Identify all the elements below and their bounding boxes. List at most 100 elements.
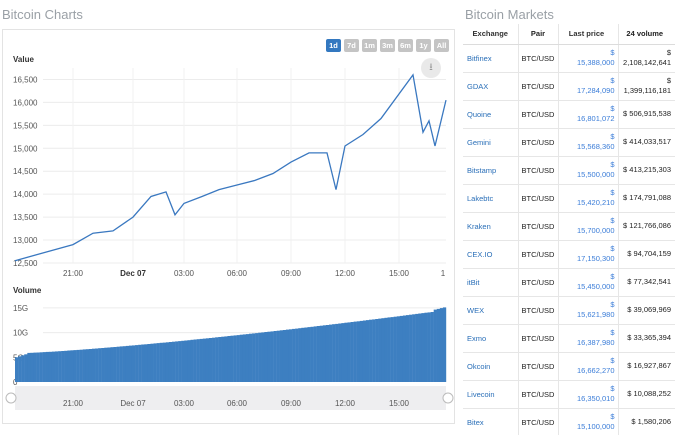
col-header-exchange[interactable]: Exchange	[463, 24, 518, 45]
range-button-1m[interactable]: 1m	[362, 39, 377, 52]
volume-bar	[427, 312, 431, 382]
range-button-1d[interactable]: 1d	[326, 39, 341, 52]
market-cell: BTC/USD	[517, 100, 558, 129]
last-price: 17,284,090	[576, 86, 615, 95]
y-tick-label: 13,500	[13, 213, 38, 222]
y-tick-label: 14,000	[13, 190, 38, 199]
market-cell: $15,100,000	[557, 408, 618, 435]
exchange-link[interactable]: Gemini	[467, 137, 491, 147]
col-header-last-price[interactable]: Last price	[557, 24, 618, 45]
exchange-link[interactable]: itBit	[467, 277, 480, 287]
exchange-link[interactable]: Okcoin	[467, 361, 491, 371]
volume-bar	[178, 341, 182, 382]
exchange-link[interactable]: Bitstamp	[467, 165, 497, 175]
volume-bar	[409, 314, 413, 382]
volume-bar	[162, 342, 167, 382]
volume-bar	[421, 313, 425, 382]
price-currency: $	[610, 132, 615, 141]
exchange-link[interactable]: GDAX	[467, 81, 489, 91]
volume-bar	[285, 329, 290, 382]
volume-bar	[418, 313, 422, 382]
range-button-all[interactable]: All	[434, 39, 449, 52]
volume-bar	[144, 344, 148, 382]
volume-bar	[107, 347, 111, 382]
price-currency: $	[610, 244, 615, 253]
exchange-link[interactable]: Livecoin	[467, 389, 495, 399]
market-cell: $17,284,090	[557, 72, 618, 101]
volume-bar	[101, 348, 105, 382]
range-button-1y[interactable]: 1y	[416, 39, 431, 52]
volume-bar	[138, 344, 142, 382]
x-tick-label: 1	[441, 269, 446, 278]
volume-bar	[332, 324, 336, 382]
volume-bar	[319, 325, 324, 382]
volume-bar	[15, 357, 19, 382]
volume-bar	[227, 336, 231, 382]
range-button-7d[interactable]: 7d	[344, 39, 359, 52]
volume-bar	[359, 320, 364, 382]
volume-bar	[21, 355, 25, 382]
navigator-tick-label: 09:00	[281, 399, 302, 408]
volume-bar	[442, 307, 447, 382]
volume-bar	[208, 338, 213, 382]
exchange-link[interactable]: Quoine	[467, 109, 492, 119]
volume-bar	[399, 315, 404, 382]
exchange-link[interactable]: CEX.IO	[467, 249, 493, 259]
col-header-pair[interactable]: Pair	[517, 24, 558, 45]
volume-value: 121,766,086	[629, 221, 671, 230]
volume-bar	[270, 331, 274, 382]
price-currency: $	[610, 76, 615, 85]
price-currency: $	[610, 160, 615, 169]
volume-bar	[239, 334, 244, 382]
price-currency: $	[610, 48, 615, 57]
volume-bar	[61, 351, 65, 382]
volume-bar	[153, 343, 157, 382]
download-icon[interactable]: ⭳	[421, 58, 441, 78]
market-cell: BTC/USD	[517, 128, 558, 157]
market-cell: BTC/USD	[517, 408, 558, 435]
price-currency: $	[610, 104, 615, 113]
volume-bar	[396, 316, 401, 382]
volume-bar	[131, 345, 136, 382]
volume-value: 10,088,252	[633, 389, 671, 398]
volume-bar	[424, 312, 428, 382]
volume-currency: $	[623, 109, 628, 118]
volume-bar	[267, 331, 271, 382]
market-cell: Bitex	[463, 408, 518, 435]
col-header-volume[interactable]: 24 volume	[617, 24, 675, 45]
market-cell: $16,387,980	[557, 324, 618, 353]
market-row: Lakebtc BTC/USD $15,420,210 $ 174,791,088	[463, 184, 675, 213]
volume-bar	[113, 347, 117, 382]
market-cell: $ 174,791,088	[617, 184, 675, 213]
volume-bar	[273, 331, 277, 382]
range-button-6m[interactable]: 6m	[398, 39, 413, 52]
volume-bar	[190, 339, 194, 382]
exchange-link[interactable]: Bitex	[467, 417, 484, 427]
volume-bar	[199, 338, 203, 382]
volume-bar	[353, 321, 357, 382]
charts-heading: Bitcoin Charts	[2, 7, 83, 22]
market-cell: $1,399,116,181	[617, 72, 675, 101]
exchange-link[interactable]: Kraken	[467, 221, 491, 231]
volume-bar	[264, 332, 268, 382]
markets-table: Exchange Pair Last price 24 volume Bitfi…	[463, 24, 675, 435]
volume-currency: $	[631, 417, 636, 426]
volume-bar	[48, 351, 53, 382]
volume-bar	[221, 336, 225, 382]
range-button-3m[interactable]: 3m	[380, 39, 395, 52]
pair-text: BTC/USD	[521, 389, 555, 399]
last-price: 15,621,980	[576, 310, 615, 319]
volume-bar	[344, 322, 348, 382]
market-cell: BTC/USD	[517, 156, 558, 185]
market-cell: Kraken	[463, 212, 518, 241]
exchange-link[interactable]: Bitfinex	[467, 53, 492, 63]
volume-bar	[301, 327, 305, 382]
market-cell: Bitstamp	[463, 156, 518, 185]
volume-bar	[233, 335, 237, 382]
exchange-link[interactable]: Exmo	[467, 333, 487, 343]
exchange-link[interactable]: Lakebtc	[467, 193, 494, 203]
market-cell: $ 33,365,394	[617, 324, 675, 353]
exchange-link[interactable]: WEX	[467, 305, 485, 315]
volume-bar	[402, 315, 407, 382]
volume-bar	[33, 352, 37, 382]
